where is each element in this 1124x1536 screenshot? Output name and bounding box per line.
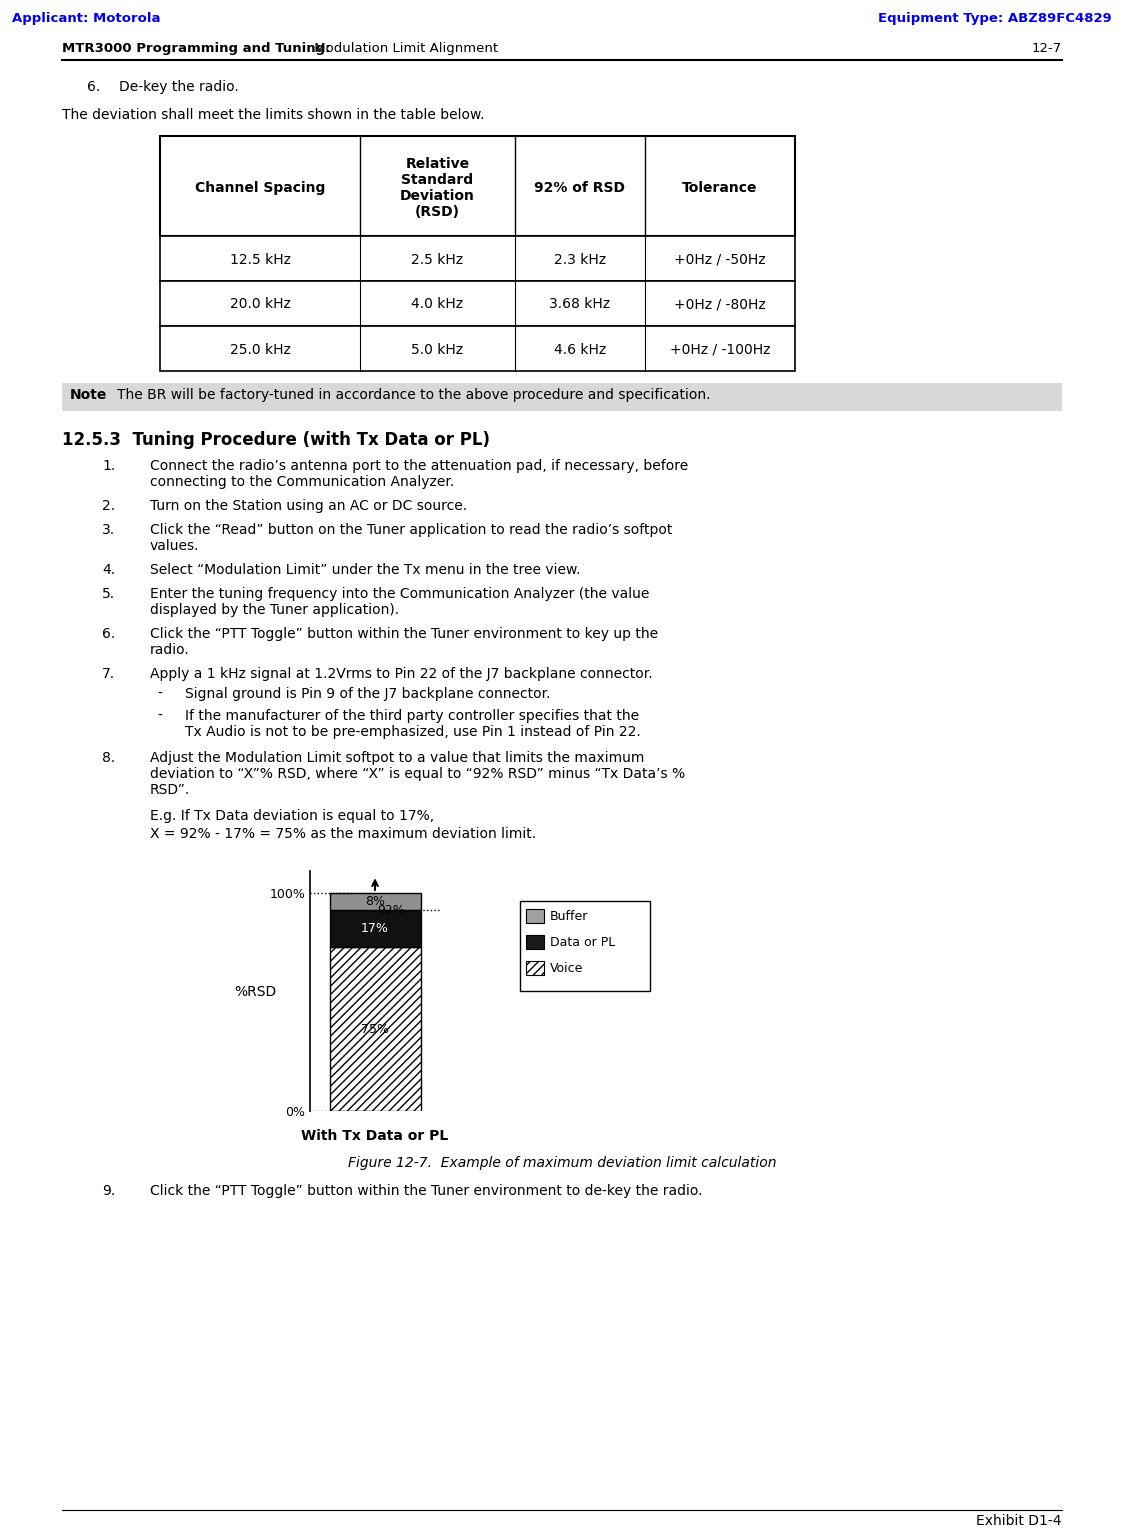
Text: +0Hz / -50Hz: +0Hz / -50Hz [674, 252, 765, 267]
Text: 6.: 6. [102, 627, 116, 641]
Text: displayed by the Tuner application).: displayed by the Tuner application). [149, 604, 399, 617]
Bar [62, 382, 1062, 412]
Bar [520, 902, 650, 991]
Bar [160, 237, 795, 281]
Text: 8.: 8. [102, 751, 116, 765]
Text: Data or PL: Data or PL [550, 935, 615, 949]
Text: 2.: 2. [102, 499, 115, 513]
Text: With Tx Data or PL: With Tx Data or PL [301, 1129, 448, 1143]
Text: Signal ground is Pin 9 of the J7 backplane connector.: Signal ground is Pin 9 of the J7 backpla… [185, 687, 551, 700]
Text: Click the “Read” button on the Tuner application to read the radio’s softpot: Click the “Read” button on the Tuner app… [149, 522, 672, 538]
Text: deviation to “X”% RSD, where “X” is equal to “92% RSD” minus “Tx Data’s %: deviation to “X”% RSD, where “X” is equa… [149, 766, 686, 780]
Text: 4.0 kHz: 4.0 kHz [411, 298, 463, 312]
Text: Equipment Type: ABZ89FC4829: Equipment Type: ABZ89FC4829 [878, 12, 1112, 25]
Text: X = 92% - 17% = 75% as the maximum deviation limit.: X = 92% - 17% = 75% as the maximum devia… [149, 826, 536, 842]
Text: Voice: Voice [550, 962, 583, 975]
Bar [160, 326, 795, 372]
Text: E.g. If Tx Data deviation is equal to 17%,: E.g. If Tx Data deviation is equal to 17… [149, 809, 434, 823]
Text: connecting to the Communication Analyzer.: connecting to the Communication Analyzer… [149, 475, 454, 488]
Text: Click the “PTT Toggle” button within the Tuner environment to de-key the radio.: Click the “PTT Toggle” button within the… [149, 1184, 702, 1198]
Text: radio.: radio. [149, 644, 190, 657]
Bar [329, 892, 420, 911]
Text: 4.: 4. [102, 564, 115, 578]
Text: Adjust the Modulation Limit softpot to a value that limits the maximum: Adjust the Modulation Limit softpot to a… [149, 751, 644, 765]
Text: Modulation Limit Alignment: Modulation Limit Alignment [310, 41, 498, 55]
Text: Figure 12-7.  Example of maximum deviation limit calculation: Figure 12-7. Example of maximum deviatio… [347, 1157, 777, 1170]
Text: If the manufacturer of the third party controller specifies that the: If the manufacturer of the third party c… [185, 710, 640, 723]
Text: RSD”.: RSD”. [149, 783, 190, 797]
Text: 5.0 kHz: 5.0 kHz [411, 343, 463, 356]
Text: 92% of RSD: 92% of RSD [535, 181, 625, 195]
Text: 25.0 kHz: 25.0 kHz [229, 343, 290, 356]
Text: (RSD): (RSD) [415, 204, 460, 220]
Text: -: - [157, 687, 162, 700]
Text: Buffer: Buffer [550, 909, 588, 923]
Text: 17%: 17% [361, 922, 389, 935]
Text: 8%: 8% [365, 895, 386, 908]
Text: The deviation shall meet the limits shown in the table below.: The deviation shall meet the limits show… [62, 108, 484, 121]
Text: -: - [157, 710, 162, 723]
Bar [526, 962, 544, 975]
Text: Standard: Standard [401, 174, 473, 187]
Text: Click the “PTT Toggle” button within the Tuner environment to key up the: Click the “PTT Toggle” button within the… [149, 627, 659, 641]
Text: Relative: Relative [406, 157, 470, 170]
Bar [160, 281, 795, 326]
Text: Tolerance: Tolerance [682, 181, 758, 195]
Text: 75%: 75% [361, 1023, 389, 1035]
Text: 6.: 6. [87, 80, 100, 94]
Text: Exhibit D1-4: Exhibit D1-4 [977, 1514, 1062, 1528]
Text: 20.0 kHz: 20.0 kHz [229, 298, 290, 312]
Text: +0Hz / -80Hz: +0Hz / -80Hz [674, 298, 765, 312]
Text: 12.5.3  Tuning Procedure (with Tx Data or PL): 12.5.3 Tuning Procedure (with Tx Data or… [62, 432, 490, 449]
Bar [526, 909, 544, 923]
Text: The BR will be factory-tuned in accordance to the above procedure and specificat: The BR will be factory-tuned in accordan… [117, 389, 710, 402]
Text: 2.5 kHz: 2.5 kHz [411, 252, 463, 267]
Text: 12.5 kHz: 12.5 kHz [229, 252, 290, 267]
Text: MTR3000 Programming and Tuning:: MTR3000 Programming and Tuning: [62, 41, 330, 55]
Bar [160, 137, 795, 237]
Text: Note: Note [70, 389, 108, 402]
Text: +0Hz / -100Hz: +0Hz / -100Hz [670, 343, 770, 356]
Text: De-key the radio.: De-key the radio. [119, 80, 238, 94]
Text: %RSD: %RSD [234, 985, 277, 998]
Bar [526, 935, 544, 949]
Text: 12-7: 12-7 [1032, 41, 1062, 55]
Text: 3.: 3. [102, 522, 115, 538]
Text: 92%: 92% [378, 903, 406, 917]
Text: values.: values. [149, 539, 199, 553]
Text: 2.3 kHz: 2.3 kHz [554, 252, 606, 267]
Text: 3.68 kHz: 3.68 kHz [550, 298, 610, 312]
Text: Applicant: Motorola: Applicant: Motorola [12, 12, 161, 25]
Text: Select “Modulation Limit” under the Tx menu in the tree view.: Select “Modulation Limit” under the Tx m… [149, 564, 580, 578]
Text: 5.: 5. [102, 587, 115, 601]
Text: Apply a 1 kHz signal at 1.2Vrms to Pin 22 of the J7 backplane connector.: Apply a 1 kHz signal at 1.2Vrms to Pin 2… [149, 667, 653, 680]
Bar [329, 911, 420, 948]
Text: Tx Audio is not to be pre-emphasized, use Pin 1 instead of Pin 22.: Tx Audio is not to be pre-emphasized, us… [185, 725, 641, 739]
Text: Deviation: Deviation [400, 189, 475, 203]
Text: Channel Spacing: Channel Spacing [194, 181, 325, 195]
Text: 7.: 7. [102, 667, 115, 680]
Text: 1.: 1. [102, 459, 116, 473]
Bar [329, 948, 420, 1111]
Text: Connect the radio’s antenna port to the attenuation pad, if necessary, before: Connect the radio’s antenna port to the … [149, 459, 688, 473]
Text: 9.: 9. [102, 1184, 116, 1198]
Text: Enter the tuning frequency into the Communication Analyzer (the value: Enter the tuning frequency into the Comm… [149, 587, 650, 601]
Text: 4.6 kHz: 4.6 kHz [554, 343, 606, 356]
Text: Turn on the Station using an AC or DC source.: Turn on the Station using an AC or DC so… [149, 499, 468, 513]
